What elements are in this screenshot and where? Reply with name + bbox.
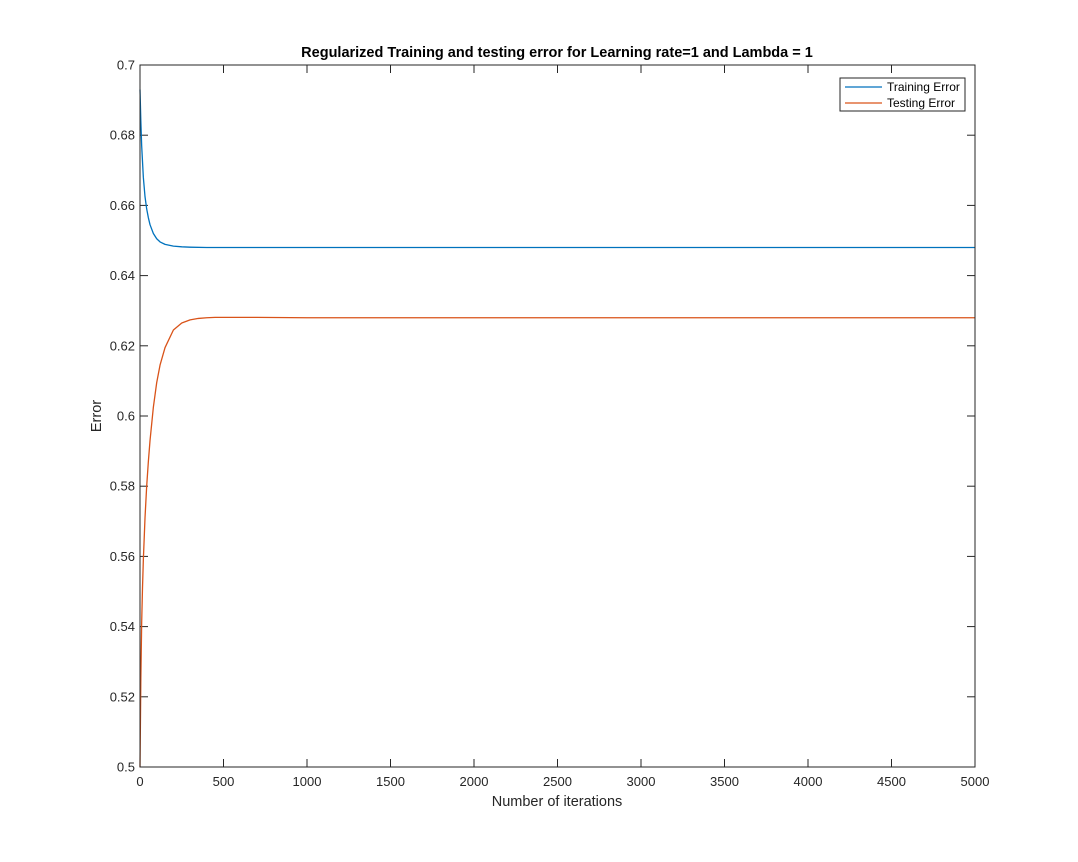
y-tick-label: 0.5 [117, 760, 135, 775]
y-tick-label: 0.58 [110, 479, 135, 494]
y-axis-label: Error [89, 400, 105, 432]
legend-testing-label: Testing Error [887, 96, 955, 110]
y-tick-label: 0.64 [110, 268, 135, 283]
x-tick-label: 4000 [794, 774, 823, 789]
y-tick-label: 0.54 [110, 619, 135, 634]
x-tick-label: 2000 [460, 774, 489, 789]
x-tick-label: 1500 [376, 774, 405, 789]
y-tick-label: 0.62 [110, 338, 135, 353]
x-tick-label: 5000 [961, 774, 990, 789]
x-tick-label: 4500 [877, 774, 906, 789]
x-tick-label: 2500 [543, 774, 572, 789]
axes-box [139, 64, 976, 768]
chart-title: Regularized Training and testing error f… [301, 45, 813, 61]
y-tick-label: 0.68 [110, 128, 135, 143]
legend: Training Error Testing Error [839, 77, 966, 112]
x-tick-label: 3500 [710, 774, 739, 789]
plot-area [140, 65, 975, 767]
legend-training-label: Training Error [887, 80, 960, 94]
x-axis-label: Number of iterations [492, 794, 623, 810]
x-tick-label: 3000 [627, 774, 656, 789]
training-error-line [139, 89, 975, 249]
x-tick-label: 500 [213, 774, 235, 789]
y-tick-label: 0.6 [117, 409, 135, 424]
testing-error-line [139, 316, 975, 768]
x-tick-label: 1000 [293, 774, 322, 789]
legend-box [839, 77, 966, 112]
y-tick-label: 0.66 [110, 198, 135, 213]
y-tick-label: 0.56 [110, 549, 135, 564]
axis-ticks: 0 500 1000 1500 2000 2500 3000 3500 4000 4500 5000… [110, 58, 990, 790]
y-tick-label: 0.52 [110, 689, 135, 704]
y-tick-label: 0.7 [117, 58, 135, 73]
series-lines [139, 89, 975, 768]
x-tick-label: 0 [136, 774, 143, 789]
